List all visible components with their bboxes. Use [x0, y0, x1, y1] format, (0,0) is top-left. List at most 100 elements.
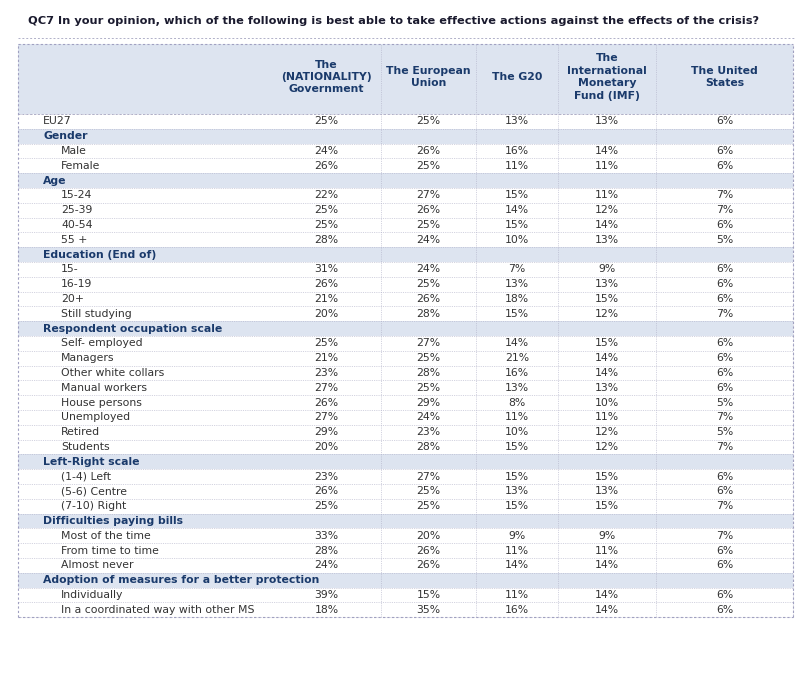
- Text: 24%: 24%: [416, 235, 440, 245]
- Text: 27%: 27%: [416, 338, 440, 348]
- Text: 15%: 15%: [595, 501, 619, 511]
- Bar: [18, 454, 793, 469]
- Text: 13%: 13%: [505, 383, 529, 393]
- Text: 6%: 6%: [716, 294, 733, 304]
- Text: 14%: 14%: [595, 368, 619, 378]
- Bar: [18, 173, 793, 188]
- Bar: [18, 307, 793, 321]
- Text: 6%: 6%: [716, 471, 733, 482]
- Text: 28%: 28%: [416, 442, 440, 452]
- Text: 27%: 27%: [315, 412, 338, 423]
- Text: 33%: 33%: [315, 531, 338, 541]
- Text: 7%: 7%: [716, 205, 733, 215]
- Bar: [18, 543, 793, 558]
- Text: 6%: 6%: [716, 605, 733, 615]
- Text: 11%: 11%: [505, 412, 529, 423]
- Text: 12%: 12%: [595, 442, 619, 452]
- Text: 11%: 11%: [595, 191, 619, 200]
- Text: 11%: 11%: [595, 545, 619, 556]
- Bar: [18, 395, 793, 410]
- Text: Gender: Gender: [43, 131, 88, 141]
- Text: 10%: 10%: [505, 235, 529, 245]
- Text: 6%: 6%: [716, 368, 733, 378]
- Text: QC7 In your opinion, which of the following is best able to take effective actio: QC7 In your opinion, which of the follow…: [28, 16, 759, 26]
- Text: 40-54: 40-54: [61, 220, 92, 230]
- Text: 25%: 25%: [416, 117, 440, 126]
- Bar: [18, 528, 793, 543]
- Text: (5-6) Centre: (5-6) Centre: [61, 486, 127, 497]
- Text: 15%: 15%: [505, 501, 529, 511]
- Bar: [18, 292, 793, 307]
- Bar: [18, 262, 793, 276]
- Text: 24%: 24%: [315, 560, 338, 570]
- Text: 15%: 15%: [505, 191, 529, 200]
- Bar: [18, 351, 793, 366]
- Bar: [18, 203, 793, 217]
- Text: 14%: 14%: [505, 560, 529, 570]
- Text: 24%: 24%: [416, 264, 440, 274]
- Text: 6%: 6%: [716, 486, 733, 497]
- Text: 16-19: 16-19: [61, 279, 92, 289]
- Text: 25-39: 25-39: [61, 205, 92, 215]
- Text: 25%: 25%: [416, 486, 440, 497]
- Text: 27%: 27%: [416, 191, 440, 200]
- Text: 9%: 9%: [599, 264, 616, 274]
- Text: 8%: 8%: [508, 398, 526, 407]
- Text: 14%: 14%: [595, 590, 619, 600]
- Text: The United
States: The United States: [691, 66, 757, 88]
- Text: 25%: 25%: [416, 353, 440, 363]
- Text: 26%: 26%: [416, 146, 440, 156]
- Text: 21%: 21%: [315, 353, 338, 363]
- Text: 27%: 27%: [416, 471, 440, 482]
- Text: 5%: 5%: [716, 235, 733, 245]
- Text: 25%: 25%: [315, 338, 338, 348]
- Text: 10%: 10%: [505, 427, 529, 437]
- Text: 6%: 6%: [716, 353, 733, 363]
- Text: 11%: 11%: [505, 161, 529, 171]
- Text: Female: Female: [61, 161, 101, 171]
- Text: 28%: 28%: [315, 545, 338, 556]
- Text: 13%: 13%: [595, 486, 619, 497]
- Text: 7%: 7%: [508, 264, 526, 274]
- Text: 7%: 7%: [716, 442, 733, 452]
- Text: 12%: 12%: [595, 427, 619, 437]
- Bar: [18, 602, 793, 617]
- Text: Manual workers: Manual workers: [61, 383, 147, 393]
- Text: 14%: 14%: [595, 146, 619, 156]
- Text: 9%: 9%: [599, 531, 616, 541]
- Text: 23%: 23%: [315, 368, 338, 378]
- Text: 16%: 16%: [505, 146, 529, 156]
- Text: Students: Students: [61, 442, 109, 452]
- Text: 6%: 6%: [716, 161, 733, 171]
- Text: 13%: 13%: [595, 279, 619, 289]
- Bar: [18, 469, 793, 484]
- Text: 6%: 6%: [716, 590, 733, 600]
- Text: 26%: 26%: [315, 398, 338, 407]
- Text: 21%: 21%: [505, 353, 529, 363]
- Text: 15%: 15%: [505, 309, 529, 319]
- Text: 7%: 7%: [716, 309, 733, 319]
- Text: 7%: 7%: [716, 412, 733, 423]
- Text: 13%: 13%: [505, 486, 529, 497]
- Text: 26%: 26%: [416, 205, 440, 215]
- Text: 28%: 28%: [315, 235, 338, 245]
- Bar: [18, 247, 793, 262]
- Text: In a coordinated way with other MS: In a coordinated way with other MS: [61, 605, 255, 615]
- Text: (1-4) Left: (1-4) Left: [61, 471, 111, 482]
- Text: Managers: Managers: [61, 353, 114, 363]
- Text: 11%: 11%: [505, 545, 529, 556]
- Bar: [18, 588, 793, 602]
- Text: 25%: 25%: [416, 279, 440, 289]
- Text: Most of the time: Most of the time: [61, 531, 151, 541]
- Text: 15-24: 15-24: [61, 191, 92, 200]
- Text: 18%: 18%: [505, 294, 529, 304]
- Text: 12%: 12%: [595, 309, 619, 319]
- Text: 24%: 24%: [315, 146, 338, 156]
- Text: Respondent occupation scale: Respondent occupation scale: [43, 324, 222, 333]
- Text: 13%: 13%: [505, 117, 529, 126]
- Text: 15%: 15%: [595, 294, 619, 304]
- Text: 23%: 23%: [315, 471, 338, 482]
- Text: 14%: 14%: [595, 353, 619, 363]
- Text: 16%: 16%: [505, 605, 529, 615]
- Text: 6%: 6%: [716, 338, 733, 348]
